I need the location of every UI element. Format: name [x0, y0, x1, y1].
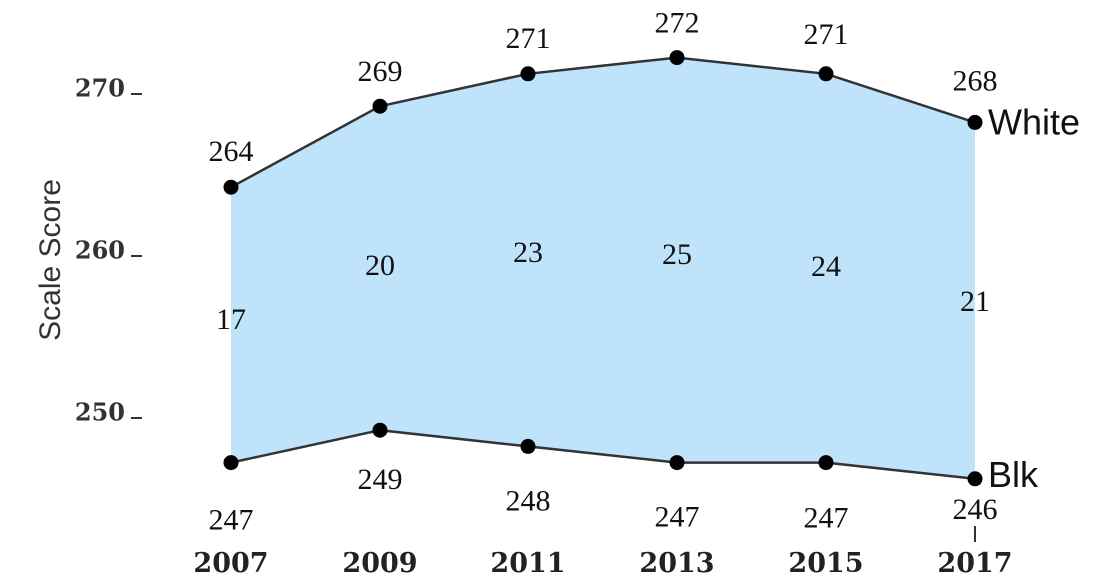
gap-label: 21 [960, 285, 990, 318]
data-point [520, 438, 536, 454]
data-label-blk: 247 [804, 502, 849, 535]
series-label-blk: Blk [988, 454, 1039, 495]
data-point [669, 455, 685, 471]
data-label-blk: 247 [655, 501, 700, 534]
data-label-white: 264 [209, 135, 254, 168]
data-point [372, 422, 388, 438]
x-tick-label: 2009 [342, 548, 417, 577]
data-label-blk: 249 [358, 463, 403, 496]
data-label-white: 268 [953, 64, 998, 97]
series-line-white [230, 56, 976, 189]
gap-label: 25 [662, 238, 692, 271]
y-tick-label: 270 [75, 74, 125, 103]
gap-label: 24 [811, 250, 841, 283]
data-points-layer [223, 50, 983, 487]
data-point [223, 179, 239, 195]
gap-label: 23 [513, 236, 543, 269]
gap-label: 17 [216, 303, 246, 336]
x-tick-label: 2015 [788, 548, 863, 577]
series-line-blk [230, 428, 976, 481]
data-point [520, 66, 536, 82]
y-tick-label: 260 [75, 236, 125, 265]
data-point [223, 455, 239, 471]
data-point [967, 114, 983, 130]
x-tick-label: 2017 [937, 548, 1012, 577]
data-point [372, 98, 388, 114]
data-labels-layer: 264 269 271 272 271 268 247 249 248 247 247 246 17 20… [209, 7, 1081, 537]
data-label-blk: 247 [209, 504, 254, 537]
data-label-white: 271 [804, 18, 849, 51]
series-label-white: White [988, 101, 1080, 142]
data-label-blk: 246 [953, 493, 998, 526]
y-axis-title: Scale Score [34, 179, 67, 341]
x-tick-label: 2013 [639, 548, 714, 577]
gap-area [231, 57, 975, 479]
gap-area-layer [231, 57, 975, 479]
gap-label: 20 [365, 249, 395, 282]
data-point [967, 471, 983, 487]
y-tick-label: 250 [75, 398, 125, 427]
x-tick-label: 2011 [490, 548, 565, 577]
data-point [669, 50, 685, 66]
data-label-white: 269 [358, 55, 403, 88]
data-point [818, 455, 834, 471]
series-lines-layer [230, 56, 976, 481]
data-label-blk: 248 [506, 484, 551, 517]
data-point [818, 66, 834, 82]
x-tick-label: 2007 [193, 548, 268, 577]
data-label-white: 271 [506, 22, 551, 55]
data-label-white: 272 [655, 7, 700, 40]
